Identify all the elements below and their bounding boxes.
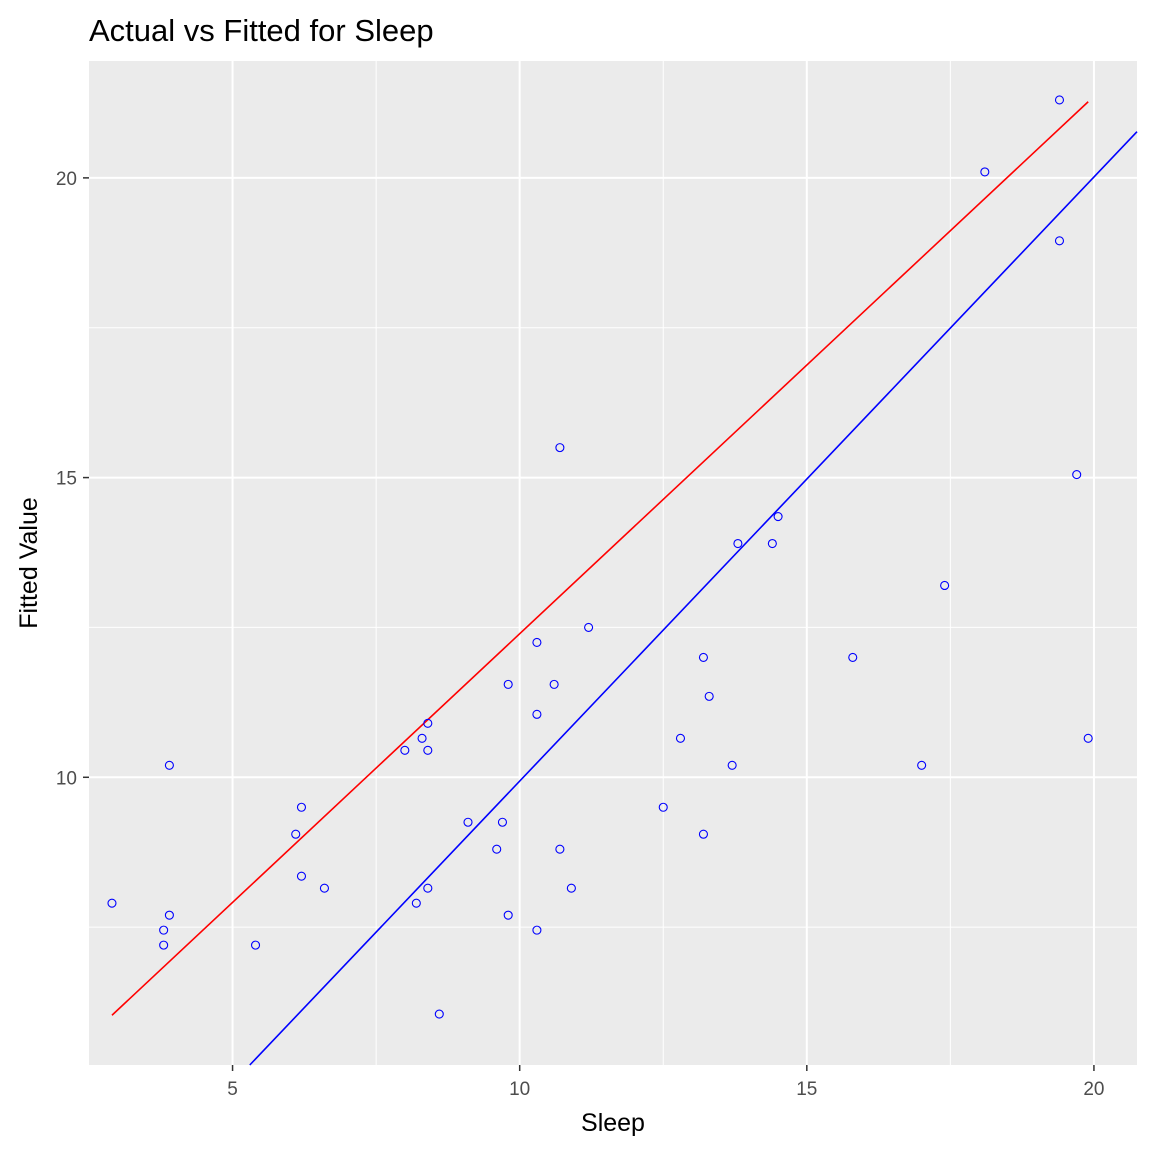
- x-tick-label: 5: [227, 1079, 238, 1100]
- data-point: [733, 538, 743, 549]
- major-gridlines: [89, 61, 1137, 1065]
- data-point: [107, 898, 117, 908]
- data-point: [555, 844, 565, 854]
- data-point: [159, 940, 169, 950]
- data-point: [1054, 95, 1065, 105]
- data-point: [1072, 470, 1082, 480]
- x-axis-title: Sleep: [581, 1109, 645, 1137]
- fit-lines: [111, 101, 1138, 1066]
- data-point: [532, 709, 542, 719]
- panel-background: [89, 61, 1137, 1065]
- data-point: [532, 637, 542, 647]
- data-point: [980, 167, 990, 177]
- data-point: [917, 760, 927, 770]
- data-point: [400, 745, 410, 755]
- data-point: [423, 718, 433, 728]
- data-point: [698, 652, 708, 662]
- data-point: [296, 802, 307, 812]
- data-point: [164, 760, 174, 770]
- data-point: [1083, 733, 1093, 743]
- data-point: [492, 844, 502, 854]
- data-point: [584, 622, 594, 632]
- data-point: [319, 883, 329, 893]
- data-point: [497, 817, 508, 827]
- data-point: [566, 883, 576, 893]
- y-tick-label: 15: [56, 469, 77, 490]
- data-point: [503, 910, 513, 920]
- data-point: [434, 1009, 444, 1019]
- y-tick-label: 10: [56, 768, 77, 789]
- data-point: [503, 679, 513, 689]
- data-point: [423, 745, 433, 755]
- data-point: [675, 733, 686, 743]
- data-point: [698, 829, 708, 839]
- minor-gridlines: [89, 61, 1137, 1065]
- data-point: [423, 883, 433, 893]
- data-point: [704, 691, 714, 701]
- data-point: [940, 580, 950, 591]
- data-point: [1054, 236, 1065, 246]
- y-axis-title: Fitted Value: [15, 497, 43, 629]
- data-point: [727, 760, 737, 770]
- y-tick-label: 20: [56, 169, 77, 190]
- y-axis: 10 15 20: [56, 169, 89, 789]
- plot-panel: [89, 61, 1138, 1066]
- data-point: [773, 511, 783, 522]
- data-point: [411, 898, 421, 908]
- data-point: [291, 829, 301, 839]
- data-point: [555, 443, 565, 453]
- data-point: [417, 733, 427, 743]
- data-point: [549, 679, 559, 689]
- data-point: [159, 925, 169, 935]
- data-point: [463, 817, 473, 827]
- x-tick-label: 10: [509, 1079, 530, 1100]
- fit-line-2: [249, 131, 1138, 1066]
- data-point: [658, 802, 668, 812]
- chart-title: Actual vs Fitted for Sleep: [89, 13, 434, 48]
- data-point: [532, 925, 542, 935]
- data-point: [767, 538, 777, 549]
- x-tick-label: 15: [796, 1079, 817, 1100]
- fit-line-1: [111, 101, 1089, 1016]
- x-axis: 5 10 15 20: [227, 1065, 1105, 1100]
- data-point: [250, 940, 261, 950]
- data-points: [107, 95, 1093, 1019]
- data-point: [296, 871, 307, 881]
- x-tick-label: 20: [1083, 1079, 1104, 1100]
- data-point: [848, 652, 858, 662]
- data-point: [164, 910, 174, 920]
